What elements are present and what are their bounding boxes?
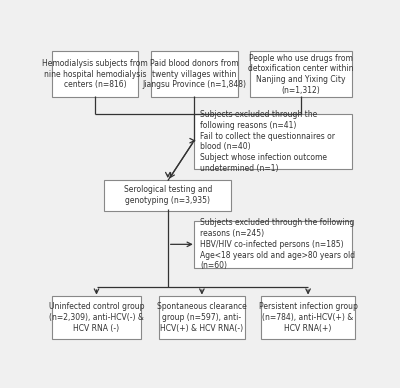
FancyBboxPatch shape [104,180,231,211]
FancyBboxPatch shape [194,221,352,268]
Text: People who use drugs from
detoxification center within
Nanjing and Yixing City
(: People who use drugs from detoxification… [248,54,354,95]
FancyBboxPatch shape [261,296,355,340]
FancyBboxPatch shape [194,114,352,169]
Text: Spontaneous clearance
group (n=597), anti-
HCV(+) & HCV RNA(-): Spontaneous clearance group (n=597), ant… [157,302,247,333]
FancyBboxPatch shape [52,51,138,97]
Text: Serological testing and
genotyping (n=3,935): Serological testing and genotyping (n=3,… [124,185,212,205]
FancyBboxPatch shape [151,51,238,97]
Text: Uninfected control group
(n=2,309), anti-HCV(-) &
HCV RNA (-): Uninfected control group (n=2,309), anti… [49,302,144,333]
Text: Subjects excluded through the
following reasons (n=41)
Fail to collect the quest: Subjects excluded through the following … [200,110,335,173]
Text: Paid blood donors from
twenty villages within
Jiangsu Province (n=1,848): Paid blood donors from twenty villages w… [142,59,246,90]
FancyBboxPatch shape [158,296,245,340]
Text: Persistent infection group
(n=784), anti-HCV(+) &
HCV RNA(+): Persistent infection group (n=784), anti… [259,302,358,333]
FancyBboxPatch shape [250,51,352,97]
Text: Subjects excluded through the following
reasons (n=245)
HBV/HIV co-infected pers: Subjects excluded through the following … [200,218,356,270]
FancyBboxPatch shape [52,296,142,340]
Text: Hemodialysis subjects from
nine hospital hemodialysis
centers (n=816): Hemodialysis subjects from nine hospital… [42,59,148,90]
